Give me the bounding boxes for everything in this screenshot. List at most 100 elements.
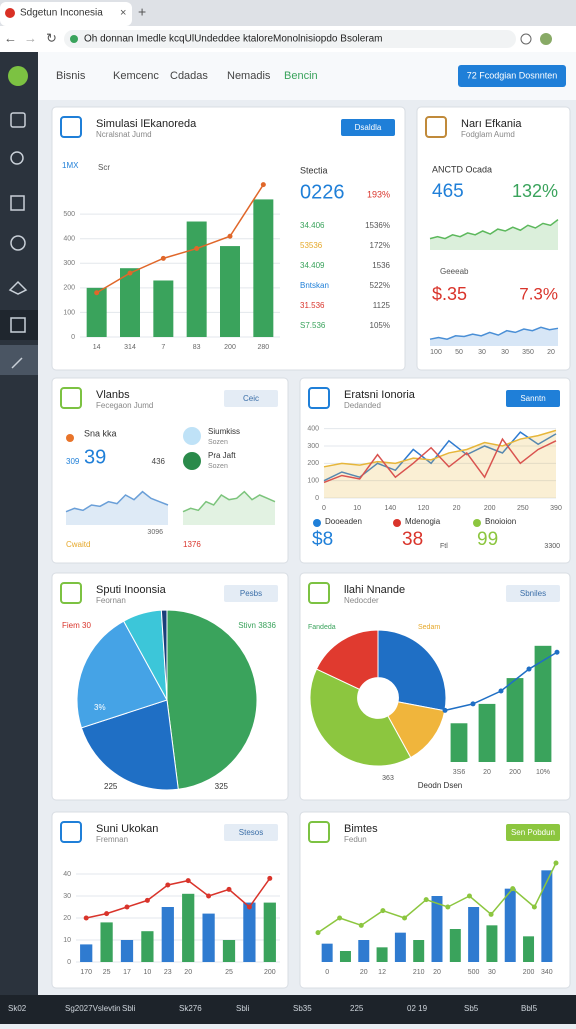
slice xyxy=(80,699,179,791)
line-point xyxy=(498,688,504,694)
panel-subtitle: Fecegaon Jumd xyxy=(96,401,153,410)
bar xyxy=(202,913,215,962)
line-point xyxy=(554,649,560,655)
sidebar-icon[interactable] xyxy=(10,151,24,165)
bar xyxy=(321,943,333,962)
bar xyxy=(541,870,553,962)
panel-icon xyxy=(60,387,82,409)
line xyxy=(317,862,557,934)
panel-button[interactable] xyxy=(224,824,278,841)
annotation: Stivn 3836 xyxy=(238,621,276,630)
taskbar-item[interactable]: Sb5 xyxy=(464,1004,479,1013)
address-bar[interactable] xyxy=(64,30,516,48)
reload[interactable]: ↻ xyxy=(46,30,57,45)
area xyxy=(430,327,558,346)
taskbar-item[interactable]: Bbl5 xyxy=(521,1004,538,1013)
panel-button[interactable] xyxy=(506,824,560,841)
annotation: Fiem 30 xyxy=(62,621,91,630)
back[interactable]: ← xyxy=(4,30,17,45)
panel-subtitle: Feornan xyxy=(96,596,126,605)
taskbar-item[interactable]: Sg2027Vslevtin xyxy=(65,1004,121,1013)
x-tick-label: 30 xyxy=(478,349,486,356)
sidebar-icon[interactable] xyxy=(8,280,28,295)
tab-close[interactable]: × xyxy=(120,7,126,19)
panel-button-label[interactable]: Pesbs xyxy=(240,589,262,598)
bar xyxy=(100,922,113,962)
nav-item[interactable]: Bencin xyxy=(284,70,318,82)
nav-item[interactable]: Bisnis xyxy=(56,70,86,82)
line-point xyxy=(315,930,321,936)
panel-button-label[interactable]: Ceic xyxy=(243,394,259,403)
forward[interactable]: → xyxy=(24,30,37,45)
panel-title: Simulasi lEkanoreda xyxy=(96,118,197,130)
x-tick-label: 200 xyxy=(523,969,535,976)
line-point xyxy=(445,904,451,910)
nav-button[interactable] xyxy=(458,65,566,87)
sidebar-icon[interactable] xyxy=(10,112,26,128)
panel-button-label[interactable]: Sbniles xyxy=(520,589,546,598)
sidebar-icon[interactable] xyxy=(10,195,25,211)
panel-subtitle: Ncralsnat Jumd xyxy=(96,130,152,139)
annotation: 225 xyxy=(104,782,118,791)
bar xyxy=(468,907,480,962)
panel-button[interactable] xyxy=(506,585,560,602)
taskbar-item[interactable]: Sk276 xyxy=(179,1004,202,1013)
line-point xyxy=(94,290,100,296)
avatar[interactable] xyxy=(540,33,552,45)
ext[interactable] xyxy=(520,33,532,45)
logo[interactable] xyxy=(8,66,28,86)
taskbar-item[interactable]: 225 xyxy=(350,1004,364,1013)
footer: 3096 xyxy=(147,529,163,536)
stat-value: 38 xyxy=(402,529,423,550)
bar xyxy=(523,936,535,962)
metric-change: 132% xyxy=(512,181,558,201)
item-label: Pra Jaft xyxy=(208,451,236,460)
x-tick-label: 20 xyxy=(184,969,192,976)
stats-row-label: 53536 xyxy=(300,241,323,250)
taskbar-item[interactable]: Sb35 xyxy=(293,1004,312,1013)
line-point xyxy=(423,897,429,903)
line-point xyxy=(194,246,200,252)
sidebar-icon[interactable] xyxy=(10,235,26,251)
item-prefix: 309 xyxy=(66,457,80,466)
line-point xyxy=(246,904,252,910)
bar xyxy=(243,902,256,962)
panel-button-label[interactable]: Stesos xyxy=(239,828,263,837)
sidebar-active[interactable] xyxy=(0,310,38,340)
nav-item[interactable]: Kemcenc xyxy=(113,70,159,82)
panel-button[interactable] xyxy=(224,390,278,407)
slice xyxy=(377,629,447,712)
panel-button[interactable] xyxy=(506,390,560,407)
taskbar-item[interactable]: 02 19 xyxy=(407,1004,428,1013)
taskbar-item[interactable]: Sk02 xyxy=(8,1004,27,1013)
stats-row-value: 1125 xyxy=(373,301,391,310)
panel-button[interactable] xyxy=(341,119,395,136)
line xyxy=(96,184,264,294)
line xyxy=(429,219,559,240)
taskbar-item[interactable]: Sbli xyxy=(236,1004,250,1013)
bar xyxy=(339,951,351,962)
nav-button-label[interactable]: 72 Fcodgian Dosnnten xyxy=(467,70,558,80)
sidebar-icon[interactable] xyxy=(10,317,26,333)
panel xyxy=(416,106,571,371)
panel-button-label[interactable]: Sen Pobdun xyxy=(511,828,555,837)
new-tab[interactable]: + xyxy=(138,4,146,20)
annotation: Sedam xyxy=(418,624,440,631)
bar xyxy=(358,940,370,962)
nav-item[interactable]: Nemadis xyxy=(227,70,271,82)
annotation: 3% xyxy=(94,703,106,712)
y-tick-label: 30 xyxy=(63,893,71,900)
panel-button-label[interactable]: Sanntn xyxy=(520,394,545,403)
x-tick-label: 30 xyxy=(501,349,509,356)
item-value: 39 xyxy=(84,446,106,468)
panel-button-label[interactable]: Dsaldla xyxy=(355,123,382,132)
nav-item[interactable]: Cdadas xyxy=(170,70,208,82)
panel-icon xyxy=(308,582,330,604)
item-sub: 436 xyxy=(152,457,166,466)
stats-row-label: 31.536 xyxy=(300,301,325,310)
panel-button[interactable] xyxy=(224,585,278,602)
sidebar-icon[interactable] xyxy=(11,357,23,369)
taskbar-item[interactable]: Sbli xyxy=(122,1004,136,1013)
panel-icon xyxy=(60,582,82,604)
tab[interactable] xyxy=(0,2,132,26)
